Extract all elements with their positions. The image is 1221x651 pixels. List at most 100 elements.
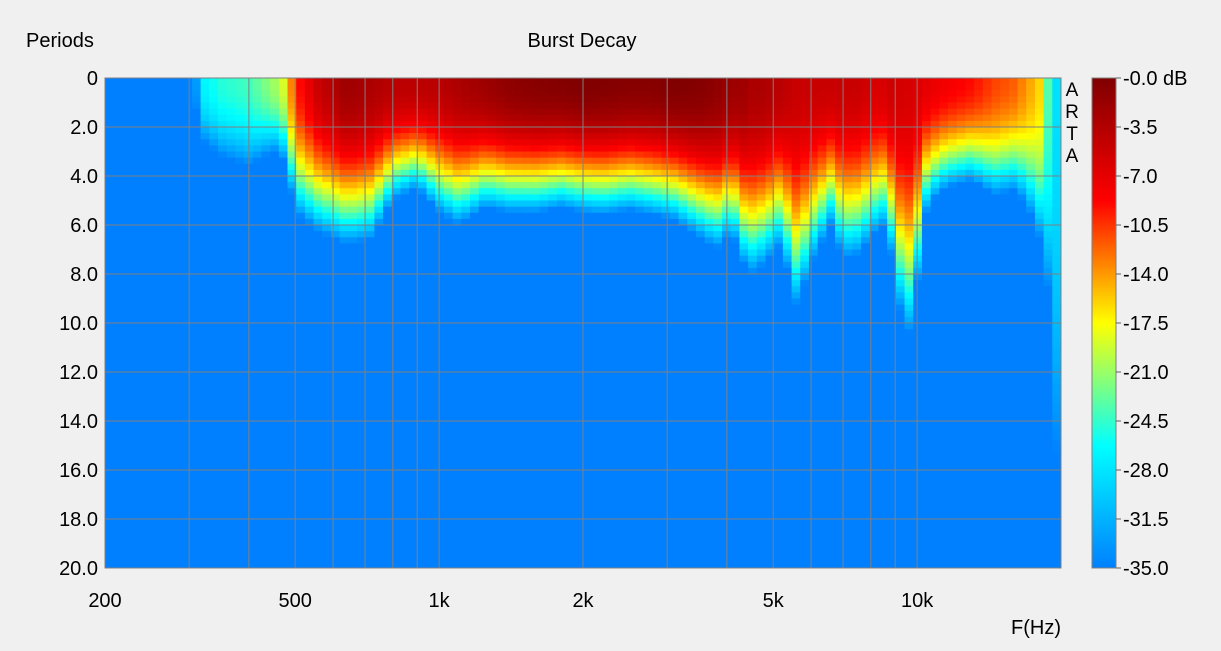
heatmap-cell: [461, 261, 471, 269]
heatmap-cell: [296, 267, 306, 275]
heatmap-cell: [530, 163, 541, 171]
heatmap-cell: [139, 439, 150, 447]
heatmap-cell: [287, 249, 297, 257]
heatmap-cell: [348, 169, 358, 177]
heatmap-cell: [313, 218, 323, 226]
heatmap-cell: [122, 476, 132, 483]
heatmap-cell: [609, 494, 619, 502]
heatmap-cell: [157, 274, 167, 281]
heatmap-cell: [261, 537, 271, 545]
heatmap-cell: [435, 555, 445, 563]
heatmap-cell: [235, 292, 245, 300]
heatmap-cell: [313, 188, 323, 195]
heatmap-cell: [209, 506, 219, 514]
heatmap-cell: [617, 482, 628, 489]
heatmap-cell: [270, 169, 280, 177]
heatmap-cell: [478, 323, 488, 330]
heatmap-cell: [591, 237, 601, 244]
heatmap-cell: [113, 237, 123, 244]
heatmap-cell: [548, 78, 558, 85]
heatmap-cell: [583, 310, 593, 318]
heatmap-cell: [583, 561, 593, 568]
heatmap-cell: [530, 194, 541, 202]
heatmap-cell: [304, 519, 315, 526]
heatmap-cell: [522, 292, 532, 300]
heatmap-cell: [322, 372, 332, 379]
heatmap-cell: [478, 378, 488, 385]
heatmap-cell: [435, 537, 445, 545]
heatmap-cell: [513, 378, 523, 385]
heatmap-cell: [591, 280, 601, 287]
heatmap-cell: [183, 176, 193, 183]
heatmap-cell: [626, 537, 636, 545]
heatmap-cell: [452, 78, 462, 85]
heatmap-cell: [174, 427, 184, 434]
heatmap-cell: [278, 139, 289, 146]
heatmap-cell: [226, 402, 236, 410]
heatmap-cell: [609, 139, 619, 146]
heatmap-cell: [374, 414, 384, 422]
heatmap-cell: [183, 365, 193, 373]
heatmap-cell: [391, 145, 402, 153]
heatmap-cell: [217, 519, 228, 526]
heatmap-cell: [548, 512, 558, 520]
heatmap-cell: [296, 365, 306, 373]
heatmap-cell: [452, 549, 462, 557]
heatmap-cell: [131, 139, 141, 146]
heatmap-cell: [105, 537, 115, 545]
heatmap-cell: [252, 445, 263, 453]
heatmap-cell: [609, 151, 619, 159]
heatmap-cell: [122, 78, 132, 85]
heatmap-cell: [339, 341, 349, 349]
heatmap-cell: [487, 390, 497, 398]
heatmap-cell: [287, 463, 297, 471]
heatmap-cell: [365, 323, 376, 330]
heatmap-cell: [530, 292, 541, 300]
heatmap-cell: [131, 206, 141, 214]
heatmap-cell: [409, 555, 419, 563]
heatmap-cell: [643, 90, 654, 97]
heatmap-cell: [409, 237, 419, 244]
heatmap-cell: [313, 127, 323, 134]
heatmap-cell: [539, 445, 549, 453]
heatmap-cell: [478, 108, 488, 116]
heatmap-cell: [322, 414, 332, 422]
heatmap-cell: [105, 531, 115, 538]
heatmap-cell: [496, 500, 506, 508]
heatmap-cell: [183, 439, 193, 447]
heatmap-cell: [139, 151, 150, 159]
heatmap-cell: [105, 261, 115, 269]
heatmap-cell: [617, 237, 628, 244]
heatmap-cell: [435, 335, 445, 342]
heatmap-cell: [417, 457, 428, 465]
heatmap-cell: [270, 537, 280, 545]
heatmap-cell: [513, 304, 523, 312]
heatmap-cell: [383, 372, 393, 379]
heatmap-cell: [400, 402, 410, 410]
heatmap-cell: [217, 439, 228, 447]
heatmap-cell: [496, 414, 506, 422]
heatmap-cell: [443, 133, 454, 140]
heatmap-cell: [556, 231, 567, 238]
heatmap-cell: [139, 414, 150, 422]
heatmap-cell: [365, 292, 376, 300]
heatmap-cell: [165, 365, 176, 373]
heatmap-cell: [643, 292, 654, 300]
heatmap-cell: [365, 102, 376, 110]
heatmap-cell: [183, 402, 193, 410]
heatmap-cell: [304, 102, 315, 110]
heatmap-cell: [539, 506, 549, 514]
heatmap-cell: [200, 108, 210, 116]
heatmap-cell: [226, 470, 236, 477]
heatmap-cell: [496, 506, 506, 514]
heatmap-cell: [409, 243, 419, 251]
heatmap-cell: [513, 310, 523, 318]
heatmap-cell: [443, 286, 454, 293]
heatmap-cell: [443, 310, 454, 318]
heatmap-cell: [539, 96, 549, 104]
heatmap-cell: [626, 414, 636, 422]
heatmap-cell: [400, 519, 410, 526]
heatmap-cell: [383, 537, 393, 545]
heatmap-cell: [174, 182, 184, 189]
heatmap-cell: [235, 90, 245, 97]
